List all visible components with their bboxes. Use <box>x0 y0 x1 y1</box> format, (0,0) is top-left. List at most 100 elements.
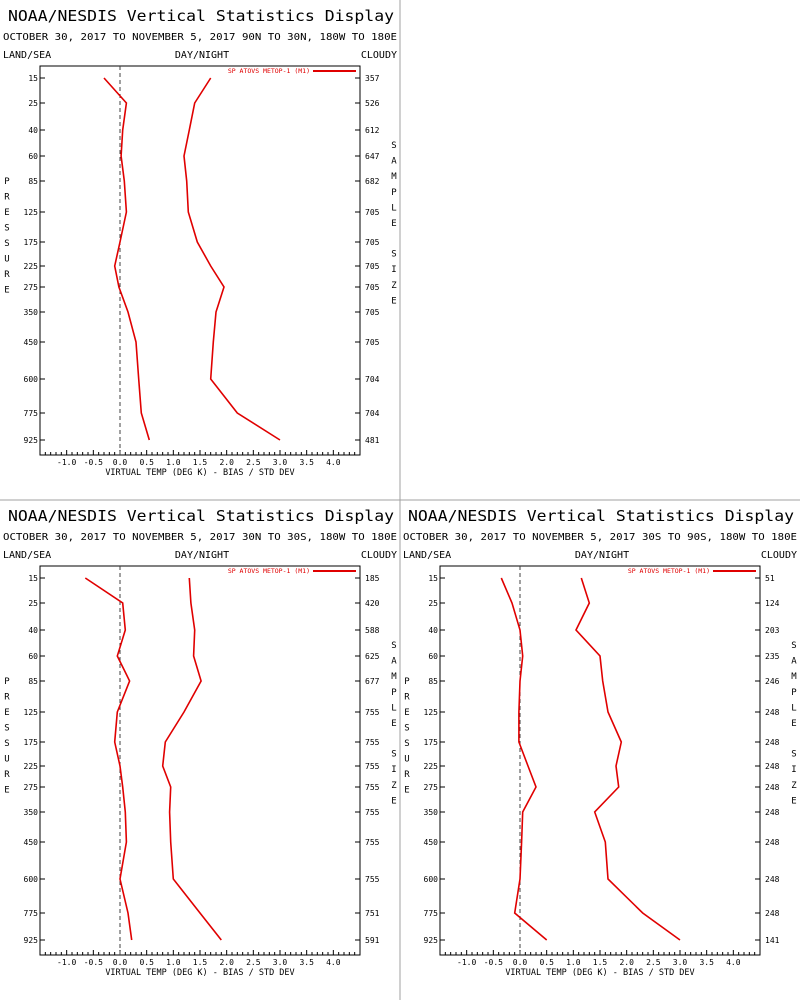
pressure-tick-label: 85 <box>28 177 38 186</box>
pressure-tick-label: 925 <box>24 936 39 945</box>
sample-size-axis-letter: S <box>391 750 396 760</box>
x-tick-label: -0.5 <box>84 458 103 467</box>
x-tick-label: 1.0 <box>166 458 181 467</box>
sample-size-axis-letter: M <box>391 172 397 182</box>
pressure-tick-label: 225 <box>24 262 39 271</box>
sample-size-label: 420 <box>365 599 380 608</box>
pressure-axis-letter: S <box>404 739 409 749</box>
sample-size-axis-letter: S <box>791 750 796 760</box>
pressure-tick-label: 450 <box>24 338 39 347</box>
pressure-tick-label: 600 <box>424 875 439 884</box>
sample-size-axis-letter: I <box>391 265 396 275</box>
x-tick-label: 0.5 <box>139 458 154 467</box>
pressure-axis-letter: R <box>4 770 10 780</box>
sample-size-label: 755 <box>365 838 380 847</box>
pressure-tick-label: 775 <box>24 409 39 418</box>
sample-size-axis-letter: A <box>791 657 797 667</box>
pressure-tick-label: 775 <box>424 909 439 918</box>
sample-size-label: 248 <box>765 909 780 918</box>
x-axis-label: VIRTUAL TEMP (DEG K) - BIAS / STD DEV <box>105 468 294 478</box>
pressure-tick-label: 60 <box>28 652 38 661</box>
sample-size-axis-letter: A <box>391 657 397 667</box>
land-sea-label: LAND/SEA <box>3 550 51 561</box>
pressure-tick-label: 225 <box>424 762 439 771</box>
sample-size-label: 705 <box>365 238 380 247</box>
pressure-tick-label: 350 <box>424 808 439 817</box>
sample-size-axis-letter: A <box>391 157 397 167</box>
x-tick-label: 2.5 <box>646 958 661 967</box>
cloudy-label: CLOUDY <box>361 50 397 61</box>
x-tick-label: 3.5 <box>699 958 714 967</box>
pressure-axis-letter: S <box>4 239 9 249</box>
x-tick-label: 1.5 <box>193 958 208 967</box>
pressure-tick-label: 275 <box>424 783 439 792</box>
sample-size-label: 357 <box>365 74 380 83</box>
sample-size-label: 755 <box>365 762 380 771</box>
sample-size-axis-letter: S <box>391 141 396 151</box>
pressure-tick-label: 25 <box>428 599 438 608</box>
pressure-axis-letter: S <box>4 224 9 234</box>
x-tick-label: 0.5 <box>539 958 554 967</box>
pressure-tick-label: 175 <box>24 738 39 747</box>
pressure-axis-letter: P <box>404 677 410 687</box>
chart-subtitle: OCTOBER 30, 2017 TO NOVEMBER 5, 2017 30N… <box>3 532 397 543</box>
sample-size-label: 185 <box>365 574 380 583</box>
plot-frame <box>439 565 761 956</box>
std-dev-series-line <box>575 577 681 941</box>
sample-size-label: 755 <box>365 708 380 717</box>
sample-size-axis-letter: S <box>391 250 396 260</box>
x-tick-label: 1.0 <box>166 958 181 967</box>
pressure-tick-label: 125 <box>24 708 39 717</box>
x-tick-label: -1.0 <box>457 958 476 967</box>
pressure-axis-letter: R <box>4 193 10 203</box>
x-tick-label: 0.0 <box>113 958 128 967</box>
x-tick-label: 4.0 <box>326 958 341 967</box>
pressure-tick-label: 125 <box>24 208 39 217</box>
sample-size-axis-letter: M <box>791 672 797 682</box>
sample-size-axis-letter: Z <box>391 281 397 291</box>
sample-size-axis-letter: L <box>391 203 396 213</box>
x-axis-label: VIRTUAL TEMP (DEG K) - BIAS / STD DEV <box>505 968 694 978</box>
pressure-tick-label: 60 <box>428 652 438 661</box>
plot-frame <box>39 565 361 956</box>
sample-size-label: 248 <box>765 708 780 717</box>
sample-size-label: 248 <box>765 875 780 884</box>
x-tick-label: 4.0 <box>726 958 741 967</box>
sample-size-axis-letter: E <box>391 296 396 306</box>
sample-size-label: 647 <box>365 152 380 161</box>
pressure-axis-letter: R <box>4 693 10 703</box>
sample-size-label: 526 <box>365 99 380 108</box>
pressure-tick-label: 275 <box>24 283 39 292</box>
day-night-label: DAY/NIGHT <box>575 550 629 561</box>
chart-title: NOAA/NESDIS Vertical Statistics Display <box>408 507 794 525</box>
sample-size-axis-letter: L <box>391 703 396 713</box>
sample-size-label: 248 <box>765 783 780 792</box>
pressure-tick-label: 600 <box>24 875 39 884</box>
pressure-axis-letter: S <box>4 724 9 734</box>
pressure-axis-letter: E <box>404 708 409 718</box>
sample-size-label: 51 <box>765 574 775 583</box>
day-night-label: DAY/NIGHT <box>175 550 229 561</box>
sample-size-axis-letter: S <box>791 641 796 651</box>
sample-size-axis-letter: E <box>391 219 396 229</box>
sample-size-label: 248 <box>765 762 780 771</box>
pressure-axis-letter: U <box>4 255 9 265</box>
legend-label: SP ATOVS METOP-1 (M1) <box>628 567 710 575</box>
sample-size-label: 751 <box>365 909 380 918</box>
sample-size-label: 141 <box>765 936 780 945</box>
bias-series-line <box>103 77 151 441</box>
sample-size-label: 704 <box>365 375 380 384</box>
sample-size-label: 755 <box>365 738 380 747</box>
pressure-axis-letter: P <box>4 677 10 687</box>
pressure-axis-letter: E <box>4 708 9 718</box>
pressure-tick-label: 25 <box>28 599 38 608</box>
sample-size-axis-letter: E <box>391 796 396 806</box>
sample-size-label: 755 <box>365 808 380 817</box>
x-tick-label: 1.5 <box>593 958 608 967</box>
day-night-label: DAY/NIGHT <box>175 50 229 61</box>
pressure-axis-letter: P <box>4 177 10 187</box>
bias-series-line <box>500 577 548 941</box>
